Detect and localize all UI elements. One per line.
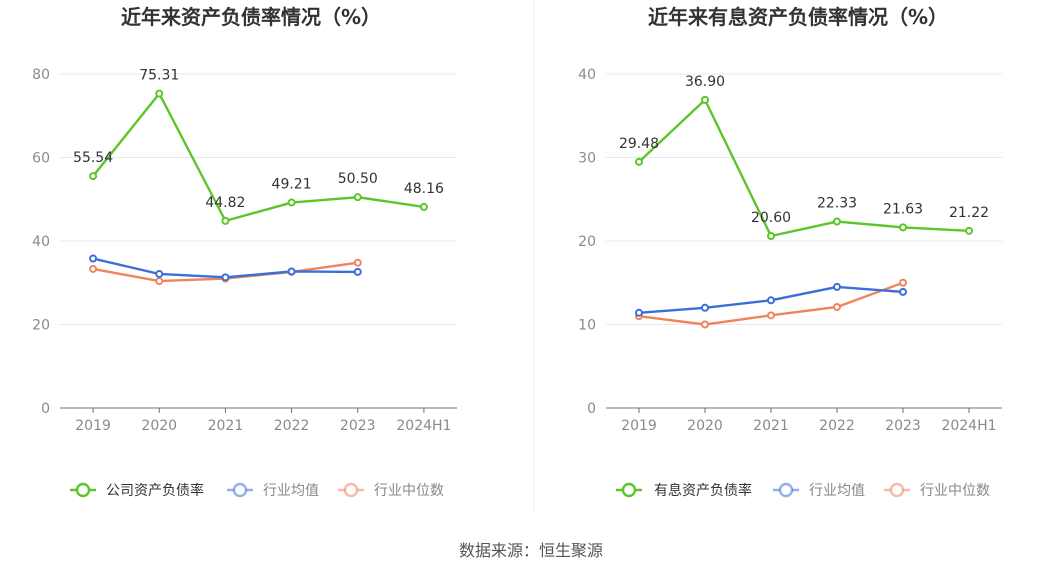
data-label: 75.31	[139, 68, 179, 84]
chart-panel-interest-debt-ratio: 近年来有息资产负债率情况（%） 0 10 20 30 40 2019 2020 2021 2022…	[578, 5, 1002, 499]
data-point	[899, 223, 907, 232]
data-point	[89, 264, 98, 273]
data-source-label: 数据来源：恒生聚源	[459, 541, 603, 560]
y-tick-label: 40	[32, 234, 50, 250]
legend-label: 行业均值	[809, 483, 865, 499]
y-tick-label: 40	[578, 67, 596, 83]
data-point	[155, 277, 164, 286]
legend-swatch-marker	[232, 482, 248, 498]
y-tick-label: 0	[41, 401, 50, 417]
data-point	[833, 302, 841, 311]
y-tick-label: 20	[32, 318, 50, 334]
legend-label: 行业均值	[263, 483, 319, 499]
data-point	[965, 226, 973, 235]
series-line	[92, 92, 425, 223]
x-tick-label: 2019	[75, 418, 111, 434]
x-tick-label: 2024H1	[396, 418, 451, 434]
data-point	[353, 193, 362, 202]
y-tick-label: 80	[32, 67, 50, 83]
chart-title: 近年来资产负债率情况（%）	[121, 5, 381, 29]
data-point	[833, 282, 841, 291]
legend-label: 有息资产负债率	[654, 482, 752, 499]
data-point	[89, 172, 98, 181]
data-label: 29.48	[619, 136, 659, 152]
legend-label: 公司资产负债率	[106, 482, 204, 499]
y-tick-label: 60	[32, 151, 50, 167]
legend-label: 行业中位数	[374, 483, 444, 499]
data-point	[353, 267, 362, 276]
data-point	[767, 311, 775, 320]
x-tick-label: 2020	[141, 418, 177, 434]
data-point	[221, 273, 230, 282]
x-tick-label: 2022	[274, 418, 310, 434]
x-tick-label: 2023	[340, 418, 376, 434]
data-label: 48.16	[404, 181, 444, 197]
data-label: 22.33	[817, 196, 857, 212]
legend-label: 行业中位数	[920, 483, 990, 499]
series-line	[638, 98, 970, 238]
data-point	[701, 303, 709, 312]
x-tick-label: 2020	[687, 418, 723, 434]
chart-panel-debt-ratio: 近年来资产负债率情况（%） 0 20 40 60 80 2019 2020 2021 2022 20…	[32, 5, 457, 499]
data-point	[635, 308, 643, 317]
data-label: 50.50	[338, 171, 378, 187]
data-label: 21.22	[949, 205, 989, 221]
y-tick-label: 30	[578, 151, 596, 167]
data-point	[899, 287, 907, 296]
data-point	[221, 216, 230, 225]
data-point	[155, 89, 164, 98]
x-tick-label: 2022	[819, 418, 855, 434]
y-tick-label: 0	[587, 401, 596, 417]
legend-swatch-marker	[621, 482, 637, 498]
data-label: 36.90	[685, 74, 725, 90]
x-tick-label: 2021	[208, 418, 244, 434]
data-point	[635, 157, 643, 166]
data-label: 20.60	[751, 210, 791, 226]
x-tick-label: 2024H1	[941, 418, 996, 434]
data-label: 49.21	[272, 177, 312, 193]
chart-title: 近年来有息资产负债率情况（%）	[648, 5, 948, 29]
data-point	[419, 202, 428, 211]
data-point	[155, 269, 164, 278]
data-point	[833, 217, 841, 226]
y-tick-label: 10	[578, 318, 596, 334]
data-point	[287, 267, 296, 276]
data-point	[287, 198, 296, 207]
x-tick-label: 2021	[753, 418, 789, 434]
x-tick-label: 2019	[621, 418, 657, 434]
data-point	[701, 320, 709, 329]
legend-swatch-marker	[343, 482, 359, 498]
data-point	[89, 254, 98, 263]
data-point	[767, 231, 775, 240]
data-point	[353, 258, 362, 267]
legend-swatch-marker	[889, 482, 905, 498]
data-label: 55.54	[73, 150, 113, 166]
legend-swatch-marker	[778, 482, 794, 498]
data-label: 44.82	[205, 195, 245, 211]
data-point	[701, 95, 709, 104]
y-tick-label: 20	[578, 234, 596, 250]
legend-swatch-marker	[75, 482, 91, 498]
data-point	[899, 278, 907, 287]
data-point	[767, 296, 775, 305]
x-tick-label: 2023	[885, 418, 921, 434]
data-label: 21.63	[883, 201, 923, 217]
